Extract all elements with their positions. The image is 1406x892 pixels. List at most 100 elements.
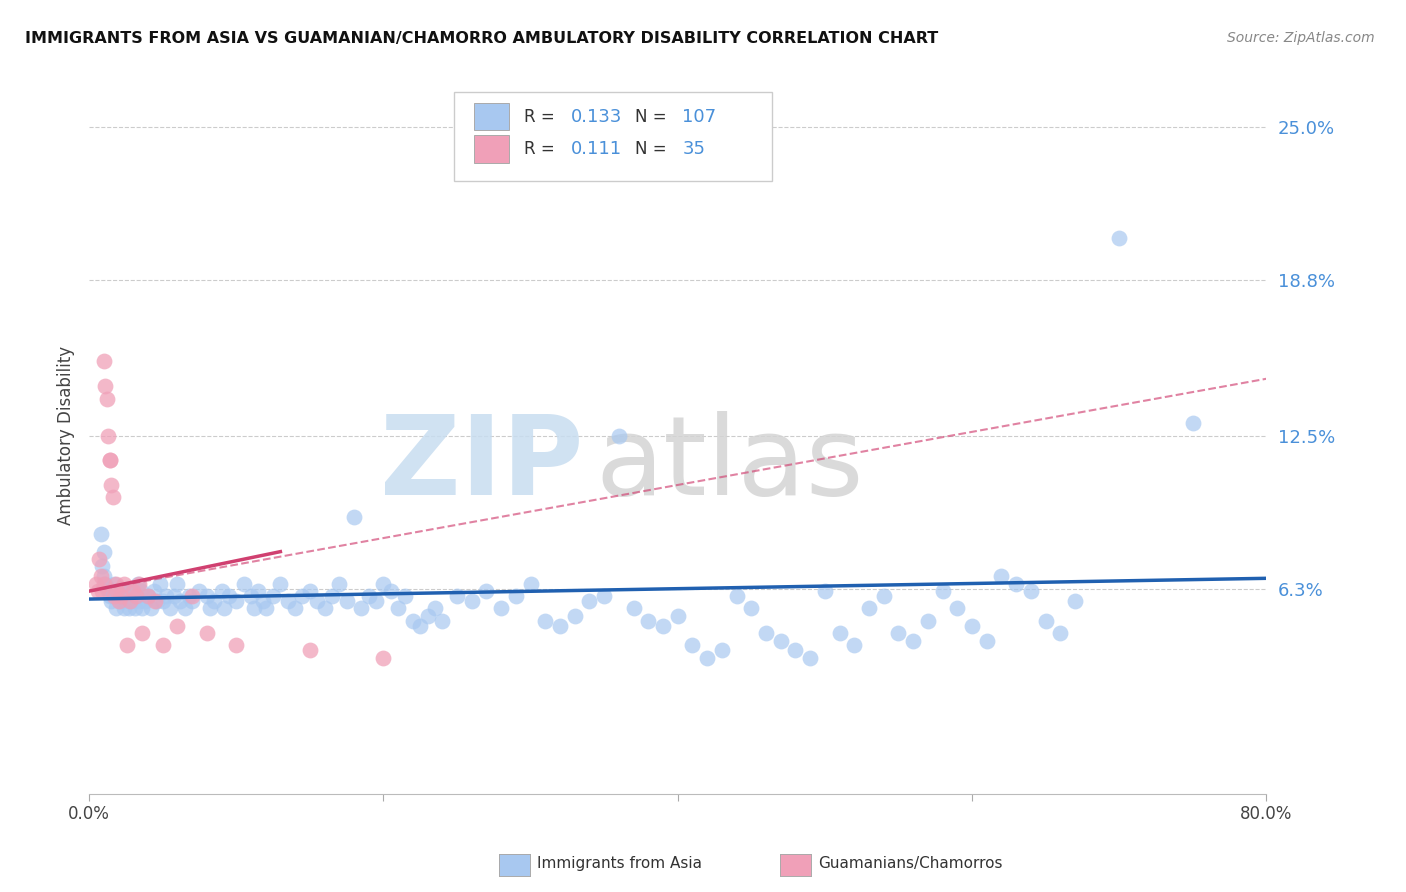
- Point: [134, 594, 156, 608]
- Point: [505, 589, 527, 603]
- Point: [364, 594, 387, 608]
- Point: [214, 601, 236, 615]
- Point: [93, 544, 115, 558]
- Point: [844, 639, 866, 653]
- Text: Guamanians/Chamorros: Guamanians/Chamorros: [818, 856, 1002, 871]
- Point: [112, 576, 135, 591]
- Y-axis label: Ambulatory Disability: Ambulatory Disability: [58, 346, 75, 525]
- Point: [101, 491, 124, 505]
- Point: [98, 453, 121, 467]
- Point: [101, 589, 124, 603]
- Text: N =: N =: [636, 140, 672, 158]
- Point: [166, 576, 188, 591]
- Point: [475, 584, 498, 599]
- Point: [98, 453, 121, 467]
- Point: [291, 589, 314, 603]
- Point: [136, 589, 159, 603]
- Point: [416, 608, 439, 623]
- Point: [98, 589, 121, 603]
- Point: [125, 589, 148, 603]
- Point: [314, 601, 336, 615]
- Point: [105, 584, 128, 599]
- Point: [120, 594, 142, 608]
- Point: [100, 478, 122, 492]
- Point: [350, 601, 373, 615]
- Point: [104, 576, 127, 591]
- Point: [858, 601, 880, 615]
- Point: [125, 589, 148, 603]
- Point: [409, 618, 432, 632]
- Point: [108, 589, 131, 603]
- Point: [115, 584, 138, 599]
- Text: 107: 107: [682, 108, 717, 126]
- Point: [247, 584, 270, 599]
- Point: [225, 639, 247, 653]
- Point: [111, 594, 134, 608]
- Point: [87, 584, 110, 599]
- Point: [155, 589, 177, 603]
- Text: 35: 35: [682, 140, 706, 158]
- Point: [202, 594, 225, 608]
- Point: [1108, 231, 1130, 245]
- Point: [239, 589, 262, 603]
- Point: [105, 584, 128, 599]
- Point: [564, 608, 586, 623]
- Point: [328, 576, 350, 591]
- Point: [90, 569, 112, 583]
- Point: [173, 601, 195, 615]
- Point: [131, 626, 153, 640]
- Point: [159, 601, 181, 615]
- Point: [232, 576, 254, 591]
- Point: [96, 392, 118, 406]
- Point: [755, 626, 778, 640]
- Point: [181, 589, 204, 603]
- Point: [814, 584, 837, 599]
- Point: [623, 601, 645, 615]
- Point: [990, 569, 1012, 583]
- Point: [118, 601, 141, 615]
- Point: [94, 379, 117, 393]
- Text: Source: ZipAtlas.com: Source: ZipAtlas.com: [1227, 31, 1375, 45]
- Point: [100, 594, 122, 608]
- Point: [298, 643, 321, 657]
- Point: [195, 589, 218, 603]
- Point: [725, 589, 748, 603]
- Point: [179, 589, 201, 603]
- Point: [90, 527, 112, 541]
- Point: [218, 589, 240, 603]
- Point: [163, 589, 186, 603]
- Point: [799, 650, 821, 665]
- Point: [262, 589, 284, 603]
- Point: [122, 594, 145, 608]
- Point: [284, 601, 307, 615]
- Point: [128, 576, 150, 591]
- Point: [710, 643, 733, 657]
- Point: [122, 584, 145, 599]
- Point: [607, 428, 630, 442]
- Point: [321, 589, 343, 603]
- Point: [142, 584, 165, 599]
- Point: [103, 589, 125, 603]
- Point: [93, 354, 115, 368]
- Point: [740, 601, 762, 615]
- FancyBboxPatch shape: [454, 92, 772, 181]
- Point: [828, 626, 851, 640]
- Point: [120, 594, 142, 608]
- Point: [124, 601, 146, 615]
- Point: [277, 594, 299, 608]
- Point: [169, 594, 191, 608]
- Point: [97, 428, 120, 442]
- Text: 0.133: 0.133: [571, 108, 621, 126]
- Point: [785, 643, 807, 657]
- Point: [107, 594, 129, 608]
- FancyBboxPatch shape: [474, 136, 509, 162]
- Point: [211, 584, 233, 599]
- Point: [93, 569, 115, 583]
- Point: [593, 589, 616, 603]
- Point: [91, 559, 114, 574]
- Point: [343, 510, 366, 524]
- Point: [103, 576, 125, 591]
- Point: [1019, 584, 1042, 599]
- Point: [86, 576, 108, 591]
- Point: [198, 601, 221, 615]
